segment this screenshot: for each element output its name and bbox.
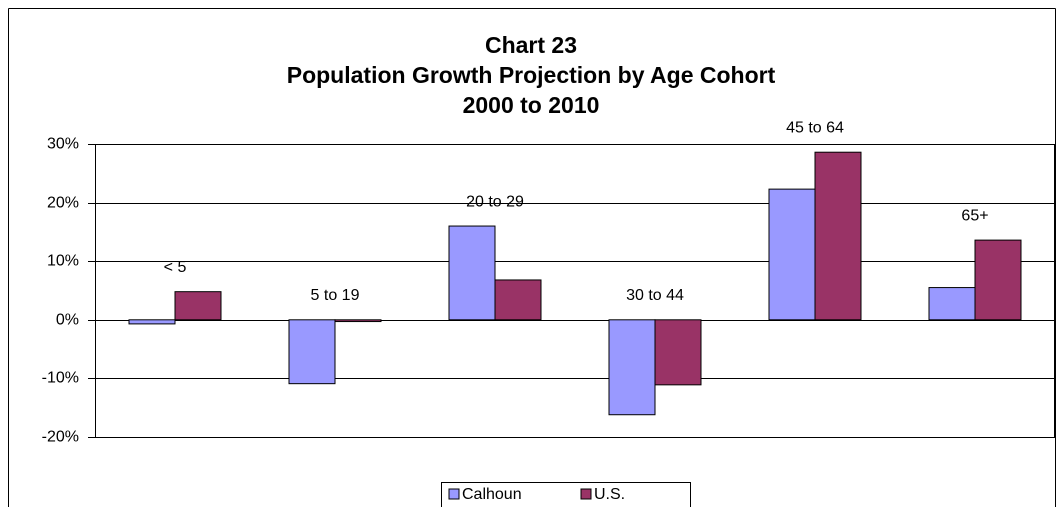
chart-title: Population Growth Projection by Age Coho…: [287, 62, 776, 88]
bar: [928, 287, 976, 321]
bar: [288, 319, 336, 385]
bar: [128, 319, 176, 325]
bar: [974, 239, 1022, 321]
bar: [768, 188, 816, 321]
legend-box: [441, 482, 691, 507]
legend-label: U.S.: [594, 486, 625, 503]
category-label: < 5: [164, 259, 187, 276]
bar: [654, 319, 702, 386]
y-tick-label: -20%: [42, 429, 79, 446]
bar: [814, 151, 862, 321]
category-label: 20 to 29: [466, 193, 524, 210]
y-tick-label: 10%: [47, 253, 79, 270]
category-label: 65+: [961, 207, 988, 224]
y-tick-label: 20%: [47, 195, 79, 212]
chart-title: 2000 to 2010: [463, 92, 600, 118]
chart-title: Chart 23: [485, 32, 577, 58]
bar: [448, 225, 496, 321]
legend-swatch: [580, 488, 592, 500]
y-tick-label: 30%: [47, 136, 79, 153]
category-label: 30 to 44: [626, 287, 684, 304]
legend-label: Calhoun: [462, 486, 522, 503]
y-tick-label: 0%: [56, 312, 79, 329]
bar: [608, 319, 656, 416]
bar: [494, 279, 542, 321]
category-label: 5 to 19: [311, 287, 360, 304]
bar: [334, 319, 382, 323]
y-tick-label: -10%: [42, 370, 79, 387]
legend-swatch: [448, 488, 460, 500]
category-label: 45 to 64: [786, 119, 844, 136]
bar: [174, 291, 222, 321]
